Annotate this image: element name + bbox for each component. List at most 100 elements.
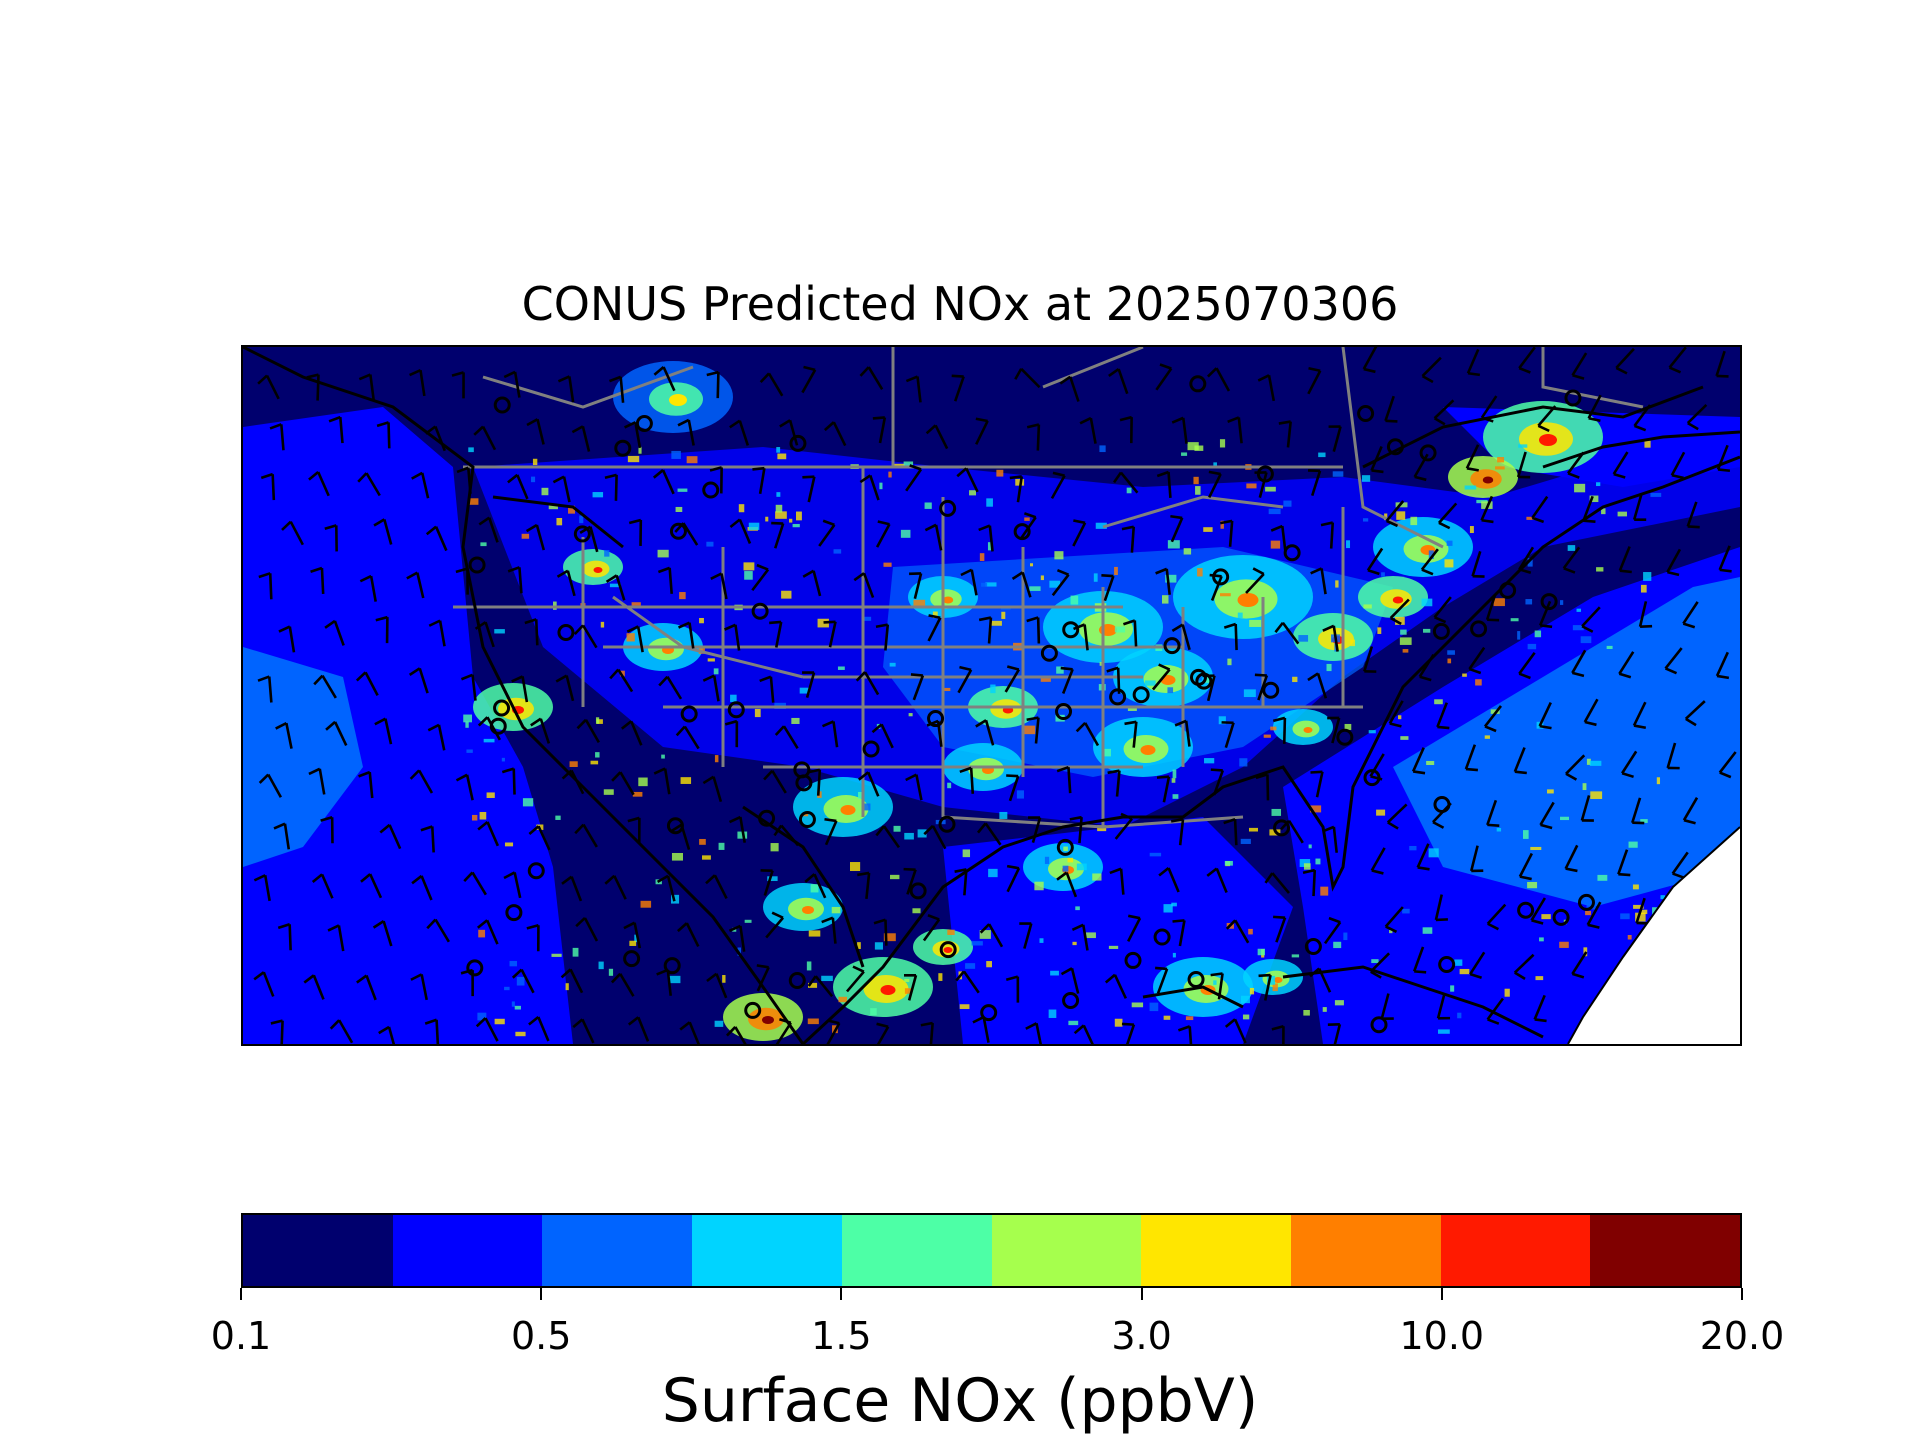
barb-staff [1082,1024,1094,1044]
emission-speck [1660,895,1665,900]
station-circle [1363,769,1381,787]
barb-staff [1664,647,1683,670]
barb-flag [1633,724,1647,730]
wind-barb [1437,502,1458,530]
barb-staff [1167,471,1172,498]
emission-speck [595,752,600,758]
emission-speck [477,1012,487,1021]
emission-speck [1607,637,1612,645]
emission-speck [1163,904,1173,913]
barb-flag [1206,867,1218,877]
barb-flag [1009,475,1022,480]
wind-barb [501,767,516,795]
emission-speck [1246,483,1257,489]
wind-barb [1583,698,1599,727]
wind-barb [605,574,626,601]
wind-barb [571,425,591,452]
hotspot-peak [840,805,856,815]
barb-staff [537,1016,550,1042]
emission-speck [1640,909,1648,915]
wind-barb [728,924,746,952]
wind-barb [1056,765,1072,794]
emission-speck [810,884,819,893]
barb-staff [434,526,448,552]
barb-flag [1421,374,1434,384]
barb-flag [1172,919,1185,923]
barb-flag [871,723,883,734]
emission-speck [1163,1015,1171,1020]
emission-speck [629,940,637,946]
wind-barb [1389,598,1410,626]
emission-speck [795,511,802,521]
barb-staff [416,572,425,599]
coastline [742,805,865,968]
barb-staff [369,575,377,602]
colorbar-segment [243,1215,393,1286]
wind-barb [1028,816,1042,843]
wind-barb [576,718,600,743]
barb-flag [1434,616,1447,624]
barb-flag [507,473,519,484]
wind-barb [709,466,723,494]
emission-speck [1371,959,1379,964]
barb-flag [571,425,584,434]
wind-barb [729,518,752,544]
barb-staff [1034,717,1040,744]
wind-barb [1220,519,1234,547]
barb-flag [1302,868,1316,875]
emission-speck [943,687,951,692]
barb-staff [1587,394,1602,419]
barb-flag [1307,672,1319,682]
barb-staff [905,468,923,492]
emission-speck [1249,619,1262,627]
barb-staff [1082,924,1089,951]
wind-barb [859,366,884,390]
wind-barb [705,874,728,900]
barb-staff [1518,347,1536,369]
wind-barb [1363,646,1377,673]
emission-speck [514,1005,521,1010]
barb-staff [434,426,446,452]
wind-barb [957,665,973,694]
emission-speck [806,961,812,971]
emission-speck [1085,932,1096,939]
barb-flag [1273,915,1286,920]
emission-speck [1395,616,1405,625]
wind-barb [1327,716,1341,744]
barb-flag [1421,568,1434,576]
emission-speck [1039,938,1044,943]
barb-flag [873,918,886,925]
barb-staff [513,872,522,899]
wind-barb [324,619,345,646]
colorbar-segment [1590,1215,1741,1286]
station-circle [909,882,927,900]
wind-barb [876,1022,890,1044]
wind-barb [1586,901,1602,929]
emission-speck [770,843,779,852]
barb-staff [1181,417,1188,444]
emission-speck [1320,886,1329,896]
emission-speck [1457,1012,1462,1019]
emission-speck [1171,778,1176,783]
barb-staff [713,874,728,900]
barb-staff [1287,820,1304,844]
barb-flag [959,665,972,672]
barb-staff [1114,817,1134,840]
emission-speck [1308,844,1312,849]
barb-staff [1167,867,1180,893]
barb-staff [788,419,799,446]
emission-speck [1127,706,1137,711]
wind-barb [1580,795,1594,822]
barb-flag [1438,521,1451,530]
barb-flag [1322,825,1335,833]
emission-speck [1479,851,1489,857]
wind-barb [1682,601,1699,629]
barb-staff [1151,668,1171,691]
barb-staff [666,676,683,700]
station-circle [939,941,957,959]
emission-speck [1402,649,1409,653]
emission-speck [883,562,892,567]
barb-flag [1719,771,1732,779]
barb-flag [821,916,834,924]
wind-barb [1307,367,1322,395]
